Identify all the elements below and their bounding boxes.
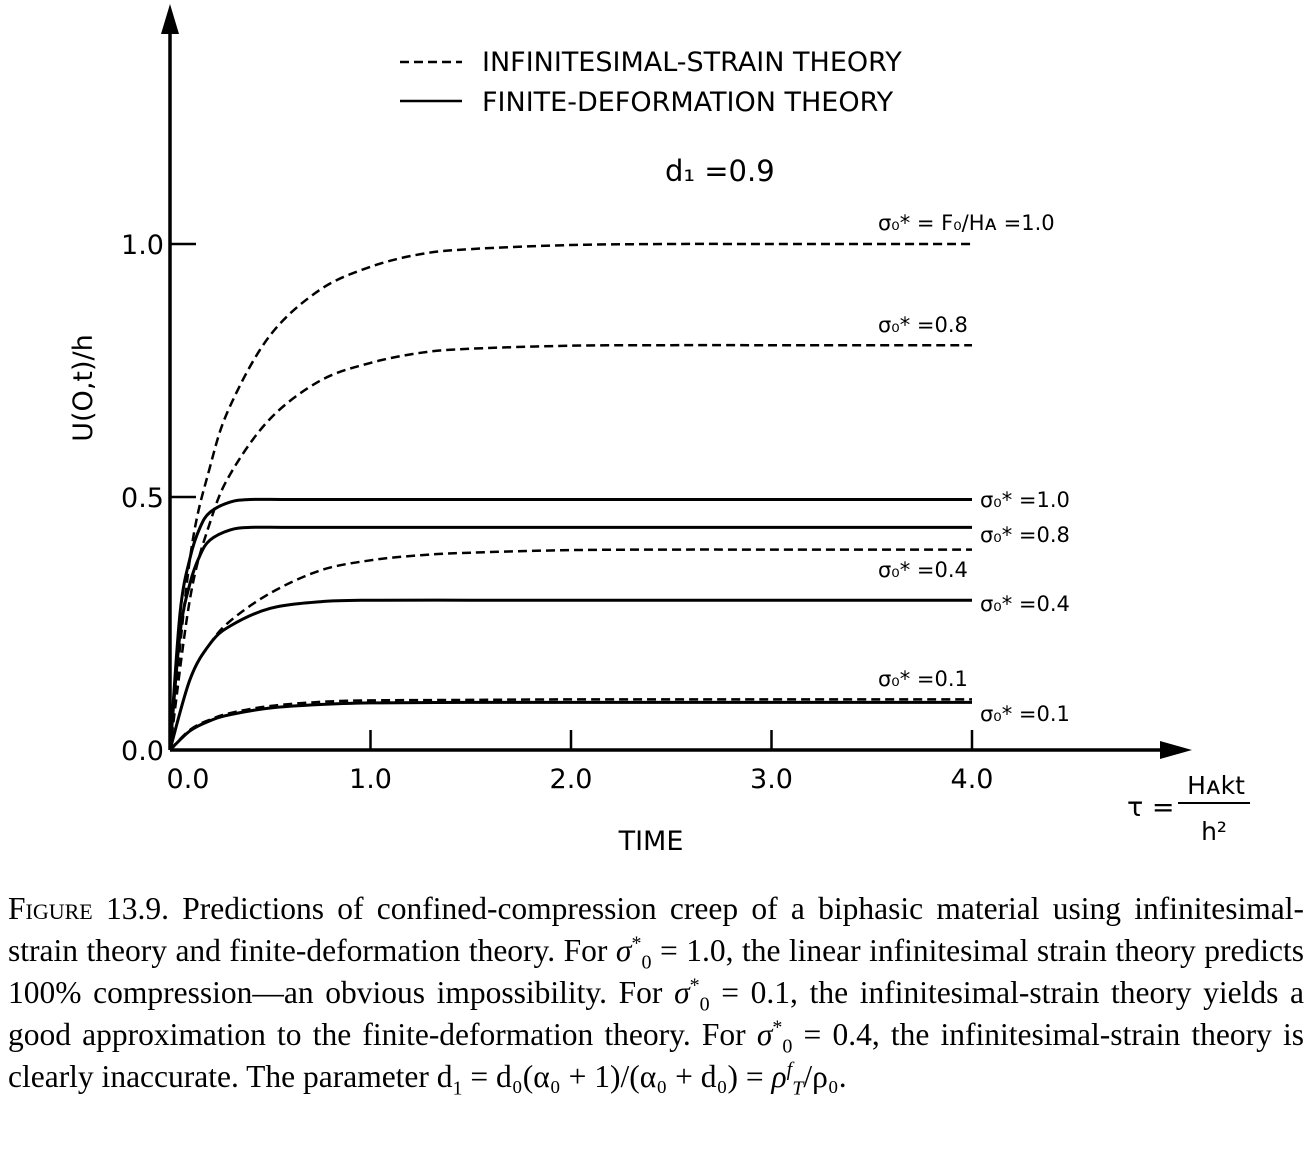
legend-label-solid: FINITE-DEFORMATION THEORY: [482, 87, 894, 118]
series-label: σ₀* =0.4: [878, 558, 968, 582]
series-curve-dashed: [168, 242, 972, 751]
y-axis-arrow: [161, 4, 179, 34]
caption-param-expr: = d₀(α₀ + 1)/(α₀ + d₀) =: [470, 1059, 764, 1094]
caption-text-3: = 0.1, the infinitesimal-strain theory y…: [8, 975, 1305, 1052]
axes: [161, 4, 1192, 759]
series-label: σ₀* = F₀/Hᴀ =1.0: [878, 211, 1055, 235]
x-tick-label: 1.0: [349, 764, 392, 795]
x-tick-label: 0.0: [167, 764, 210, 795]
caption-sigma-3: σ: [756, 1017, 773, 1052]
tau-lhs: τ =: [1127, 792, 1174, 823]
caption-figure-number: 13.9.: [106, 891, 169, 926]
figure-caption: Figure 13.9. Predictions of confined-com…: [8, 891, 1305, 1100]
series-label: σ₀* =0.8: [878, 313, 968, 337]
caption-text-1: Predictions of confined-compression cree…: [8, 891, 1305, 968]
y-tick-label: 0.0: [121, 736, 164, 767]
series-label: σ₀* =0.1: [878, 667, 968, 691]
x-tick-label: 2.0: [550, 764, 593, 795]
series-curve-solid: [168, 497, 972, 751]
series-label: σ₀* =1.0: [980, 488, 1070, 512]
legend-label-dashed: INFINITESIMAL-STRAIN THEORY: [482, 47, 902, 78]
series-curve-dashed: [168, 548, 972, 751]
x-axis-arrow: [1160, 741, 1192, 759]
curves: [168, 242, 972, 752]
x-tick-label: 3.0: [750, 764, 793, 795]
caption-text-2: = 1.0, the linear infinitesimal strain t…: [8, 933, 1304, 1010]
caption-text-4: = 0.4, the infinitesimal-strain theory i…: [8, 1017, 1305, 1094]
caption-figure-word: Figure: [8, 891, 93, 926]
series-label: σ₀* =0.8: [980, 523, 1070, 547]
series-curve-solid: [168, 525, 972, 751]
y-axis-label: U(O,t)/h: [68, 334, 99, 441]
series-curve-dashed: [168, 343, 972, 751]
y-tick-label: 0.5: [121, 483, 164, 514]
series-label: σ₀* =0.1: [980, 702, 1070, 726]
caption-sigma-1: σ: [615, 933, 632, 968]
x-axis-label: TIME: [618, 826, 684, 857]
series-curve-dashed: [169, 698, 972, 751]
tau-numerator: Hᴀkt: [1187, 771, 1245, 800]
creep-chart: 0.0 1.0 2.0 3.0 4.0 0.0 0.5 1.0 σ₀* = F₀/Hᴀ =1.…: [68, 4, 1250, 857]
y-tick-label: 1.0: [121, 230, 164, 261]
series-curve-solid: [168, 700, 972, 752]
curve-labels: σ₀* = F₀/Hᴀ =1.0 σ₀* =0.8 σ₀* =1.0 σ₀* =0.8…: [878, 211, 1070, 726]
parameter-label: d₁ =0.9: [665, 154, 775, 188]
caption-rho: ρ: [771, 1059, 787, 1094]
series-curve-solid: [168, 598, 972, 751]
tau-denominator: h²: [1201, 817, 1227, 846]
caption-sigma-2: σ: [674, 975, 690, 1010]
tau-definition: τ = Hᴀkt h²: [1127, 771, 1250, 846]
x-tick-label: 4.0: [951, 764, 994, 795]
ticks: 0.0 1.0 2.0 3.0 4.0 0.0 0.5 1.0: [121, 230, 993, 795]
caption-rho-tail: /ρ₀.: [803, 1059, 847, 1094]
legend: INFINITESIMAL-STRAIN THEORY FINITE-DEFOR…: [400, 47, 902, 118]
series-label: σ₀* =0.4: [980, 592, 1070, 616]
